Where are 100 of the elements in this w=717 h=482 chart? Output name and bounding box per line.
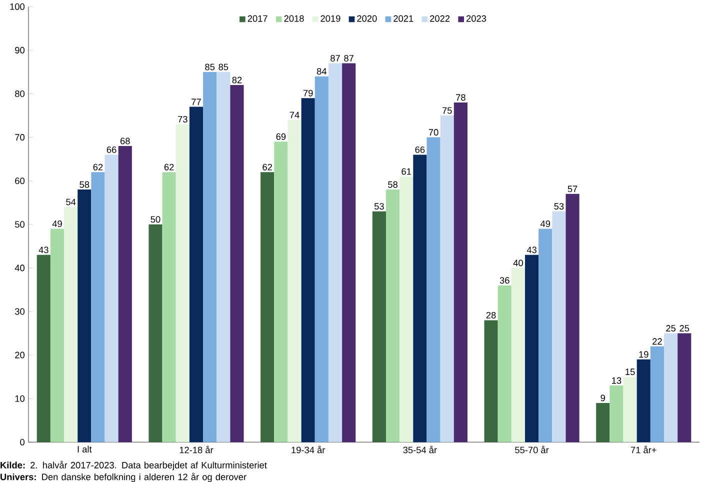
x-tick-label: 19-34 år [292, 446, 326, 454]
bar [91, 172, 105, 442]
bar [636, 359, 650, 442]
data-label: 25 [680, 325, 690, 332]
data-label: 58 [80, 181, 90, 188]
bar [314, 76, 328, 442]
text: Kilde: 2. halvår 2017-2023. Data bearbejdet af Kulturministeriet [0, 460, 267, 470]
bar [596, 402, 610, 442]
bar [538, 228, 552, 442]
bar [454, 102, 468, 442]
data-label: 62 [164, 164, 174, 170]
data-label: 61 [402, 168, 412, 175]
data-label: 82 [232, 76, 242, 84]
bar [36, 254, 50, 442]
data-label: 25 [666, 325, 676, 332]
y-tick-label: 50 [15, 221, 25, 228]
y-tick-label: 30 [15, 308, 25, 315]
y-tick-label: 10 [15, 395, 25, 402]
bar [189, 106, 204, 442]
data-label: 50 [150, 216, 160, 223]
bar [511, 268, 525, 442]
data-label: 62 [93, 164, 103, 170]
legend-label: 2017 [248, 15, 268, 22]
y-tick-label: 20 [15, 352, 25, 358]
bar [413, 154, 427, 442]
data-label: 22 [652, 338, 662, 345]
data-label: 87 [344, 55, 354, 62]
bar [288, 120, 302, 442]
data-label: 28 [486, 312, 496, 318]
y-tick-label: 80 [15, 90, 25, 97]
data-label: 85 [205, 64, 215, 70]
data-label: 69 [276, 133, 286, 140]
legend-label: 2021 [394, 15, 414, 22]
data-label: 54 [66, 198, 76, 206]
bar [328, 63, 342, 442]
data-label: 68 [120, 138, 130, 144]
bar [440, 116, 454, 442]
data-label: 62 [262, 164, 272, 170]
bar [301, 98, 315, 442]
legend-label: 2020 [357, 15, 377, 22]
data-label: 84 [316, 68, 327, 75]
bar [664, 333, 678, 442]
y-tick-label: 60 [15, 178, 25, 184]
bar [78, 190, 92, 442]
y-tick-label: 0 [20, 438, 25, 446]
bar [148, 224, 162, 442]
data-label: 77 [192, 98, 201, 106]
legend-label: 2023 [466, 15, 486, 22]
bar [50, 228, 64, 442]
data-label: 40 [513, 260, 523, 266]
y-tick-label: 40 [14, 264, 25, 272]
y-tick-label: 70 [15, 134, 25, 141]
bar [400, 176, 414, 442]
bar [372, 211, 386, 442]
data-label: 15 [626, 368, 635, 376]
x-tick-label: I alt [78, 446, 92, 452]
bar [650, 346, 664, 442]
bar [104, 154, 118, 442]
y-tick-label: 100 [10, 3, 25, 10]
data-label: 85 [218, 64, 228, 70]
data-label: 79 [303, 90, 313, 96]
bar [426, 137, 440, 442]
data-label: 36 [500, 277, 510, 284]
data-label: 53 [374, 203, 384, 210]
bar [162, 172, 176, 442]
legend-label: 2022 [430, 15, 450, 22]
x-tick-label: 71 år+ [630, 446, 656, 454]
bar [260, 172, 274, 442]
x-tick-label: 35-54 år [403, 446, 437, 454]
bar [566, 194, 580, 442]
bar [203, 72, 217, 442]
bar [610, 386, 624, 442]
bar [386, 190, 400, 442]
data-label: 66 [106, 146, 116, 153]
bar [552, 211, 566, 442]
bar [484, 320, 498, 442]
bar [524, 254, 539, 442]
x-tick-label: 12-18 år [180, 446, 214, 454]
bar [274, 142, 288, 442]
data-label: 73 [178, 116, 188, 122]
data-label: 87 [330, 55, 340, 62]
data-label: 58 [388, 181, 398, 188]
data-label: 74 [290, 112, 300, 118]
bar [678, 333, 692, 442]
bar [216, 72, 230, 442]
data-label: 43 [526, 246, 536, 254]
data-label: 43 [38, 246, 48, 254]
y-tick-label: 90 [15, 46, 25, 54]
text: Univers: Den danske befolkning i alderen 12 år og derover [0, 472, 246, 482]
data-label: 9 [600, 394, 606, 402]
data-label: 49 [540, 220, 550, 228]
bar [64, 206, 78, 442]
data-label: 13 [612, 377, 622, 384]
bar [498, 285, 512, 442]
data-label: 66 [415, 146, 425, 153]
x-tick-label: 55-70 år [515, 446, 549, 454]
data-label: 75 [442, 107, 452, 114]
bar [118, 146, 132, 442]
data-label: 70 [428, 129, 438, 136]
bar [623, 376, 637, 442]
